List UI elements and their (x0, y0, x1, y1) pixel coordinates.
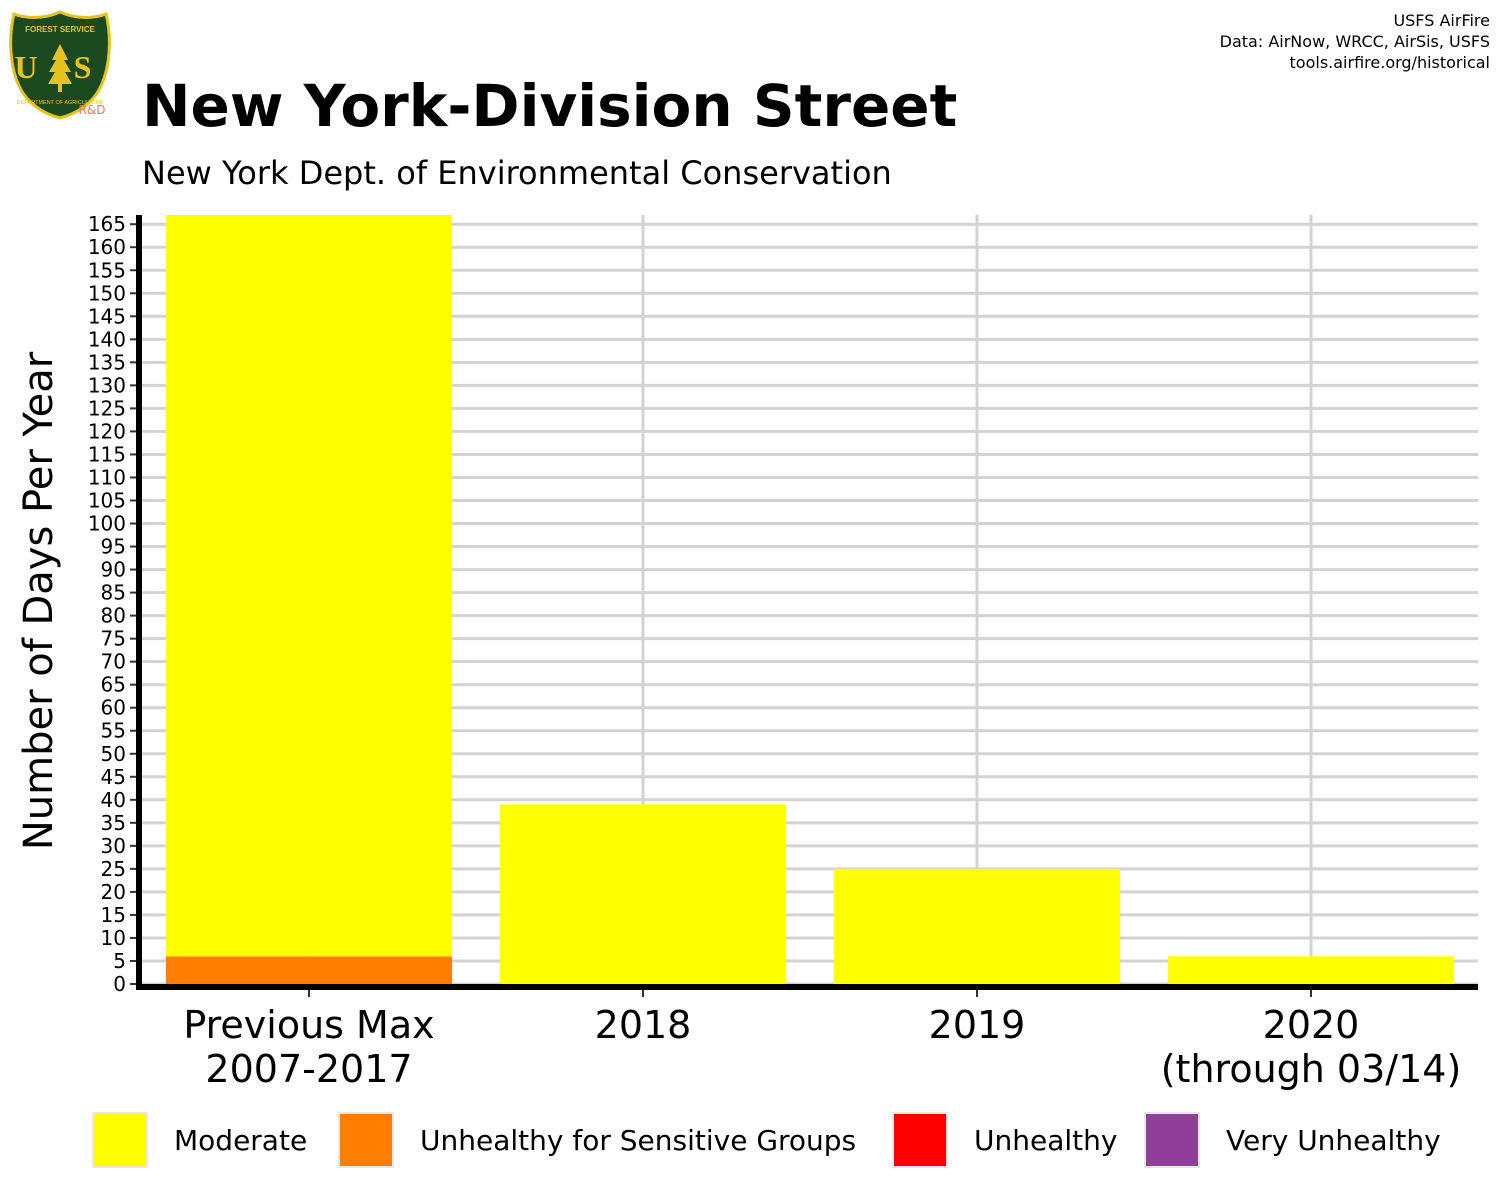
y-tick-label: 20 (101, 880, 126, 904)
legend-swatch (92, 1112, 148, 1168)
y-tick-label: 50 (101, 742, 126, 766)
legend-label: Moderate (174, 1123, 308, 1157)
y-tick-label: 10 (101, 926, 126, 950)
tree-icon (48, 44, 72, 92)
legend-item-usg: Unhealthy for Sensitive Groups (338, 1110, 856, 1170)
y-tick-label: 55 (101, 719, 126, 743)
x-tick-label: 2007-2017 (205, 1047, 412, 1091)
y-tick-label: 140 (88, 327, 126, 351)
x-tick-label: (through 03/14) (1161, 1047, 1462, 1091)
x-tick-label: Previous Max (183, 1003, 434, 1047)
y-tick-label: 100 (88, 512, 126, 536)
y-tick-label: 0 (113, 972, 126, 996)
y-tick-label: 125 (88, 396, 126, 420)
y-tick-label: 40 (101, 788, 126, 812)
y-tick-label: 120 (88, 419, 126, 443)
chart-subtitle: New York Dept. of Environmental Conserva… (142, 154, 892, 192)
y-tick-label: 145 (88, 304, 126, 328)
bar-moderate (500, 804, 786, 984)
y-tick-label: 60 (101, 696, 126, 720)
bar-moderate (1168, 956, 1454, 984)
legend-swatch (338, 1112, 394, 1168)
credit-line: USFS AirFire (1393, 11, 1490, 30)
y-tick-label: 25 (101, 857, 126, 881)
y-tick-label: 160 (88, 235, 126, 259)
bar-moderate (834, 868, 1120, 984)
legend-label: Very Unhealthy (1226, 1123, 1441, 1157)
legend-item-very-unhealthy: Very Unhealthy (1144, 1110, 1441, 1170)
y-tick-label: 30 (101, 834, 126, 858)
x-tick-label: 2020 (1263, 1003, 1360, 1047)
legend-item-unhealthy: Unhealthy (892, 1110, 1117, 1170)
credit-line: tools.airfire.org/historical (1289, 53, 1490, 72)
y-tick-label: 95 (101, 535, 126, 559)
legend: Moderate Unhealthy for Sensitive Groups … (0, 1110, 1500, 1174)
y-tick-label: 115 (88, 442, 126, 466)
y-tick-label: 75 (101, 627, 126, 651)
y-axis-label: Number of Days Per Year (16, 351, 62, 850)
y-tick-label: 15 (101, 903, 126, 927)
y-tick-label: 35 (101, 811, 126, 835)
bar-unhealthy-for-sensitive-groups (166, 956, 452, 984)
bar-chart: 0510152025303540455055606570758085909510… (16, 212, 1478, 1091)
credits: USFS AirFire Data: AirNow, WRCC, AirSis,… (1220, 10, 1490, 73)
logo-badge: R&D (79, 103, 106, 117)
y-tick-label: 80 (101, 604, 126, 628)
x-tick-label: 2018 (595, 1003, 692, 1047)
y-tick-label: 70 (101, 650, 126, 674)
credit-line: Data: AirNow, WRCC, AirSis, USFS (1219, 32, 1490, 51)
y-tick-label: 45 (101, 765, 126, 789)
bar-moderate (166, 215, 452, 957)
x-tick-label: 2019 (929, 1003, 1026, 1047)
y-tick-label: 5 (113, 949, 126, 973)
y-tick-label: 90 (101, 558, 126, 582)
y-tick-label: 85 (101, 581, 126, 605)
y-tick-label: 150 (88, 281, 126, 305)
y-tick-label: 105 (88, 488, 126, 512)
legend-label: Unhealthy for Sensitive Groups (420, 1123, 857, 1157)
logo-bottom-text: DEPARTMENT OF AGRICULTURE (17, 100, 104, 106)
logo-top-text: FOREST SERVICE (25, 25, 95, 34)
y-tick-label: 110 (88, 465, 126, 489)
y-tick-label: 130 (88, 373, 126, 397)
usfs-shield-icon: FOREST SERVICE U S DEPARTMENT OF AGRICUL… (9, 10, 111, 120)
legend-item-moderate: Moderate (92, 1110, 307, 1170)
y-tick-label: 65 (101, 673, 126, 697)
chart-title: New York-Division Street (142, 72, 958, 140)
legend-swatch (1144, 1112, 1200, 1168)
legend-swatch (892, 1112, 948, 1168)
y-tick-label: 165 (88, 212, 126, 236)
y-tick-label: 135 (88, 350, 126, 374)
legend-label: Unhealthy (974, 1123, 1118, 1157)
y-tick-label: 155 (88, 258, 126, 282)
